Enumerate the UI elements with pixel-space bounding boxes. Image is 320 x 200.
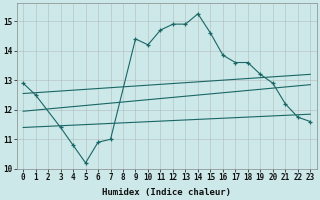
X-axis label: Humidex (Indice chaleur): Humidex (Indice chaleur): [102, 188, 231, 197]
